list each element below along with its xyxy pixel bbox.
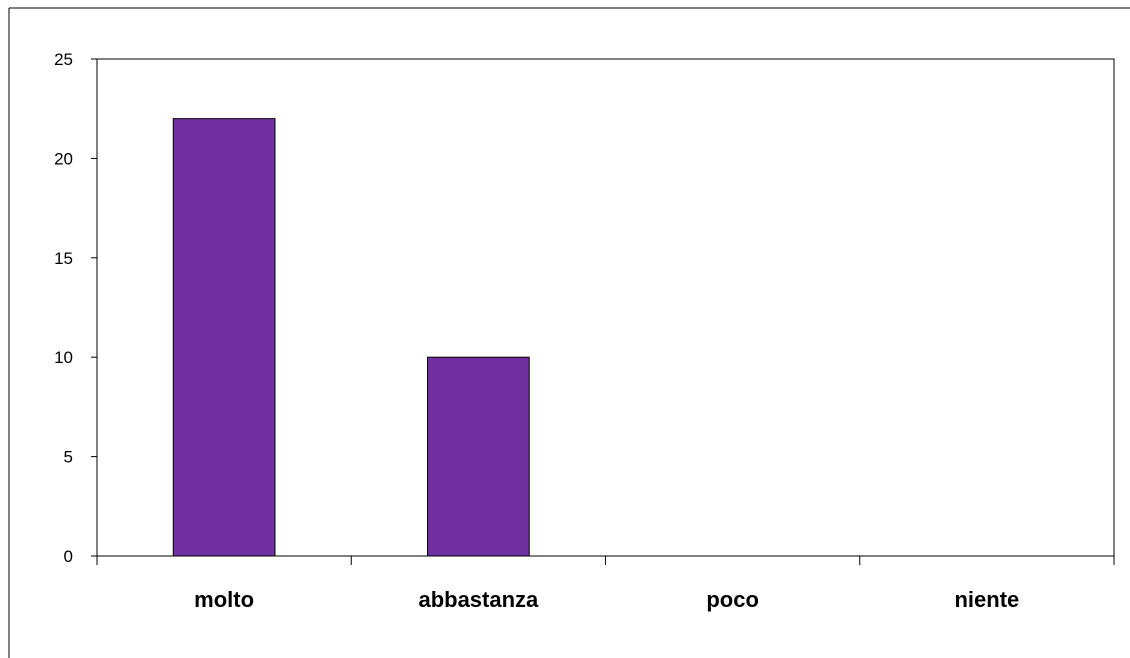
y-axis: 0 5 10 15 20 25 [54, 50, 97, 566]
x-axis: molto abbastanza poco niente [96, 556, 1115, 612]
x-category-label: poco [706, 587, 759, 612]
bar-molto [172, 118, 276, 557]
y-tick-label: 20 [54, 149, 73, 168]
y-tick-label: 5 [64, 448, 73, 467]
y-tick-label: 25 [54, 50, 73, 69]
y-tick-label: 15 [54, 249, 73, 268]
y-tick-label: 0 [64, 547, 73, 566]
x-category-label: abbastanza [418, 587, 539, 612]
bar-series [172, 118, 530, 557]
y-tick-label: 10 [54, 348, 73, 367]
x-category-label: molto [194, 587, 254, 612]
bar-abbastanza [427, 356, 530, 557]
x-category-label: niente [954, 587, 1019, 612]
